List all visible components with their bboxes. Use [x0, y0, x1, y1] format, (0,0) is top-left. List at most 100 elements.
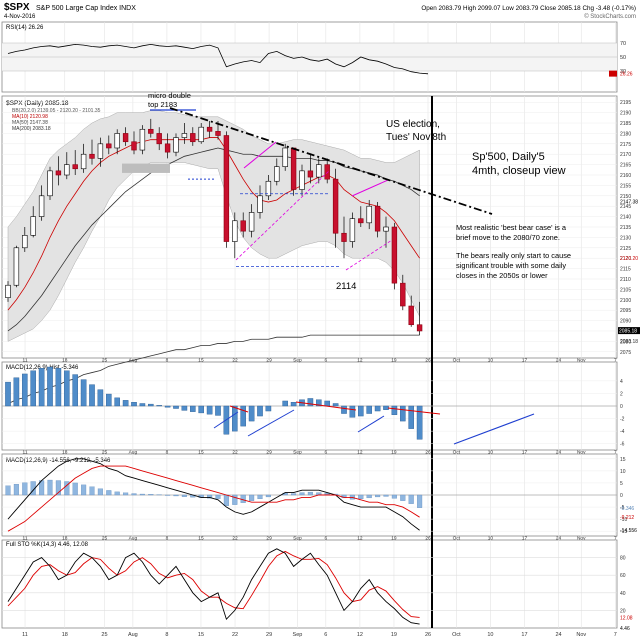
- macd-hist-bar: [122, 400, 129, 407]
- ma10-legend: MA(10) 2120.98: [12, 114, 48, 120]
- x-tick-label-md: 26: [425, 536, 431, 542]
- candle-body: [30, 216, 36, 236]
- macd-hist-bar: [47, 366, 53, 407]
- macd-hist-bar: [248, 405, 255, 422]
- annotation-note2-line2: significant trouble with some daily: [456, 261, 566, 270]
- mh-tick-label: 2: [620, 391, 623, 397]
- bb-legend: BB(20,2.0) 2139.05 - 2120.20 - 2101.35: [12, 108, 101, 114]
- md-tick-label: -10: [620, 517, 627, 523]
- price-tick-label: 2175: [620, 142, 631, 148]
- macd-hist-bar: [391, 405, 398, 416]
- rsi-line: [7, 43, 429, 75]
- md-tick-label: -5: [620, 505, 625, 511]
- annotation-election-line2: Tues' Nov'8th: [386, 132, 446, 143]
- x-tick-label-md: Nov: [577, 536, 586, 542]
- macd-hist-bar: [80, 379, 87, 407]
- md-tick-label: 15: [620, 457, 626, 463]
- mh-tick-label: -4: [620, 429, 625, 435]
- candle-body: [358, 218, 364, 224]
- x-tick-label-mh: 7: [614, 450, 617, 456]
- macd-inner-hist-bar: [207, 494, 213, 499]
- macd-legend: MACD(12,26,9) -14.556, -9.212, -5.346: [6, 458, 111, 464]
- magenta-channel: [243, 141, 277, 169]
- magenta-channel: [351, 179, 389, 197]
- chart-date: 4-Nov-2016: [4, 14, 36, 20]
- x-tick-label-bottom: 10: [487, 632, 493, 638]
- rsi-tick-label: 50: [620, 55, 626, 61]
- price-tick-label: 2170: [620, 152, 631, 158]
- price-tick-label: 2090: [620, 319, 631, 325]
- stoch-k-last-label: 4.46: [620, 626, 630, 632]
- x-tick-label-price: 19: [391, 358, 397, 364]
- macd-hist-bar: [265, 405, 272, 412]
- x-tick-label-price: 8: [166, 358, 169, 364]
- x-tick-label-bottom: Aug: [128, 632, 138, 638]
- ohlc-summary: Open 2083.79 High 2099.07 Low 2083.79 Cl…: [421, 5, 636, 12]
- x-tick-label-price: 11: [23, 358, 28, 364]
- price-panel: $SPX (Daily) 2085.18 BB(20,2.0) 2139.05 …: [2, 96, 640, 628]
- macd-hist-bar: [30, 370, 37, 407]
- macd-inner-hist-bar: [139, 493, 145, 496]
- annotation-note1-line2: brief move to the 2080/70 zone.: [456, 233, 560, 242]
- macd-hist-bar: [316, 399, 322, 407]
- price-tick-label: 2120: [620, 256, 631, 262]
- price-tick-label: 2100: [620, 298, 631, 304]
- macd-inner-hist-bar: [114, 491, 120, 496]
- macd-inner-hist-bar: [223, 494, 229, 507]
- x-tick-label-bottom: 29: [266, 632, 272, 638]
- candle-body: [80, 153, 87, 170]
- price-tick-label: 2135: [620, 225, 631, 231]
- x-tick-label-price: 24: [556, 358, 562, 364]
- x-tick-label-bottom: 26: [425, 632, 431, 638]
- price-tick-label: 2110: [620, 277, 631, 283]
- candle-body: [299, 170, 305, 190]
- candle-body: [416, 324, 423, 332]
- candle-body: [181, 133, 188, 138]
- price-tick-label: 2150: [620, 194, 631, 200]
- macd-inner-hist-bar: [173, 494, 179, 497]
- candle-body: [290, 147, 297, 190]
- candle-body: [341, 232, 347, 242]
- st-tick-label: 40: [620, 591, 626, 597]
- ma200-last-label: 2083.18: [620, 339, 638, 345]
- blue-hist-divergence: [213, 411, 239, 429]
- price-tick-label: 2105: [620, 287, 631, 293]
- macd-hist-bar: [147, 403, 154, 407]
- macd-hist-legend: MACD(12,26,9) Hist -5.346: [6, 365, 79, 371]
- macd-hist-bar: [366, 405, 373, 414]
- x-tick-label-mh: Aug: [129, 450, 138, 456]
- stoch-d-last-label: 12.08: [620, 615, 633, 621]
- macd-inner-hist-bar: [299, 492, 305, 496]
- price-tick-label: 2190: [620, 111, 631, 117]
- annotation-election-line1: US election,: [386, 119, 440, 130]
- macd-inner-hist-bar: [391, 494, 397, 499]
- candle-body: [248, 212, 255, 232]
- candle-body: [274, 166, 280, 182]
- x-tick-label-bottom: 6: [324, 632, 327, 638]
- price-last-box: [618, 327, 640, 335]
- x-tick-label-price: 6: [325, 358, 328, 364]
- macd-hist-bar: [181, 405, 188, 411]
- macd-inner-hist-bar: [47, 479, 53, 496]
- price-tick-label: 2160: [620, 173, 631, 179]
- candle-body: [156, 133, 162, 145]
- ma200-legend: MA(200) 2083.18: [12, 126, 51, 132]
- st-tick-label: 60: [620, 573, 626, 579]
- candle-body: [139, 128, 146, 151]
- candle-body: [316, 164, 322, 178]
- candle-body: [47, 170, 53, 197]
- x-tick-label-price: 25: [102, 358, 108, 364]
- candle-body: [38, 195, 45, 217]
- macd-hist-bar: [240, 405, 247, 427]
- x-tick-label-price: 10: [488, 358, 494, 364]
- x-tick-label-md: 19: [391, 536, 397, 542]
- macd-hist-bar: [139, 403, 146, 407]
- macd-hist-bar: [13, 377, 20, 407]
- mh-tick-label: 4: [620, 379, 623, 385]
- candle-body: [408, 305, 414, 326]
- macd-inner-hist-bar: [97, 488, 103, 496]
- candle-body: [122, 133, 129, 143]
- macd-hist-bar: [358, 405, 364, 417]
